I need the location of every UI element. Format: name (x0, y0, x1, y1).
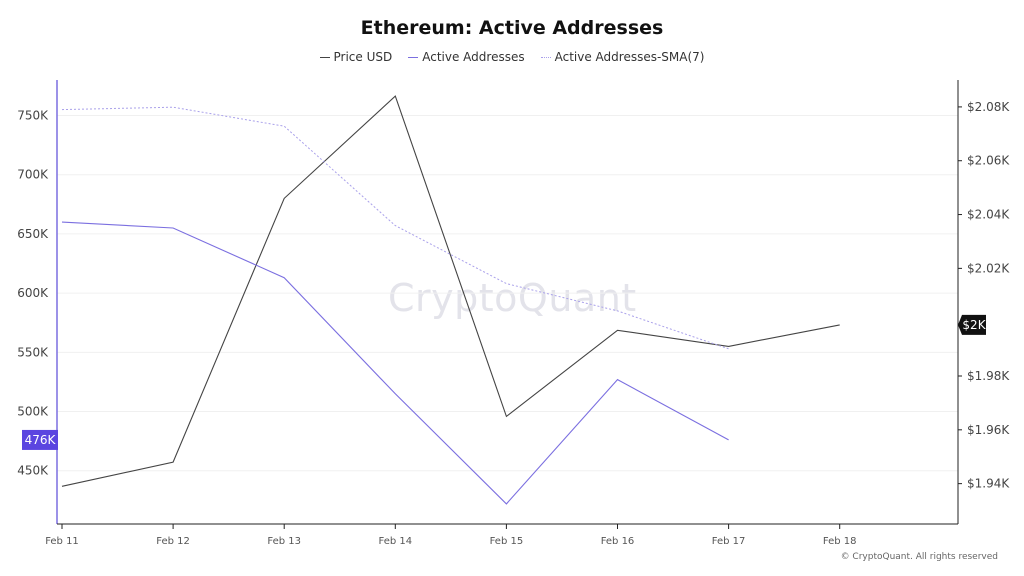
legend-label-active-addresses: Active Addresses (422, 50, 525, 64)
y-right-tick-label: $2.04K (967, 208, 1010, 222)
legend: Price USD Active Addresses Active Addres… (0, 50, 1024, 64)
x-tick-label: Feb 12 (156, 536, 190, 547)
legend-label-price: Price USD (333, 50, 393, 64)
y-right-tick-label: $1.94K (967, 477, 1010, 491)
legend-item-active-addresses[interactable]: Active Addresses (408, 50, 525, 64)
x-tick-label: Feb 13 (267, 536, 301, 547)
price-usd-series-line (61, 95, 840, 487)
x-tick-label: Feb 18 (823, 536, 857, 547)
chart-title: Ethereum: Active Addresses (360, 17, 664, 39)
legend-label-sma: Active Addresses-SMA(7) (554, 50, 705, 64)
x-tick-label: Feb 11 (45, 536, 79, 547)
x-tick-label: Feb 16 (601, 536, 635, 547)
y-left-tick-label: 650K (17, 227, 49, 241)
active-addresses-sma-7-series-line (61, 106, 729, 350)
y-left-tick-label: 550K (17, 345, 49, 359)
sma-swatch (540, 56, 551, 58)
left-value-badge-label: 476K (25, 433, 57, 447)
active-addresses-swatch (408, 56, 419, 58)
y-left-tick-label: 450K (17, 464, 49, 478)
x-tick-label: Feb 14 (378, 536, 412, 547)
left-value-badge (22, 429, 58, 450)
legend-item-price[interactable]: Price USD (319, 50, 393, 64)
y-right-tick-label: $1.98K (967, 369, 1010, 383)
price-swatch (319, 56, 330, 58)
y-left-tick-label: 700K (17, 168, 49, 182)
y-left-tick-label: 500K (17, 405, 49, 419)
active-addresses-series-line (61, 221, 729, 505)
y-right-tick-label: $2.08K (967, 100, 1010, 114)
right-value-badge (958, 314, 986, 335)
x-tick-label: Feb 17 (712, 536, 746, 547)
watermark: CryptoQuant (388, 276, 637, 320)
right-value-badge-label: $2K (962, 318, 986, 332)
y-right-tick-label: $1.96K (967, 423, 1010, 437)
x-tick-label: Feb 15 (490, 536, 524, 547)
y-right-tick-label: $2.06K (967, 154, 1010, 168)
y-right-tick-label: $2.02K (967, 261, 1010, 275)
y-left-tick-label: 750K (17, 109, 49, 123)
legend-item-sma[interactable]: Active Addresses-SMA(7) (540, 50, 705, 64)
copyright: © CryptoQuant. All rights reserved (840, 552, 998, 562)
y-left-tick-label: 600K (17, 286, 49, 300)
